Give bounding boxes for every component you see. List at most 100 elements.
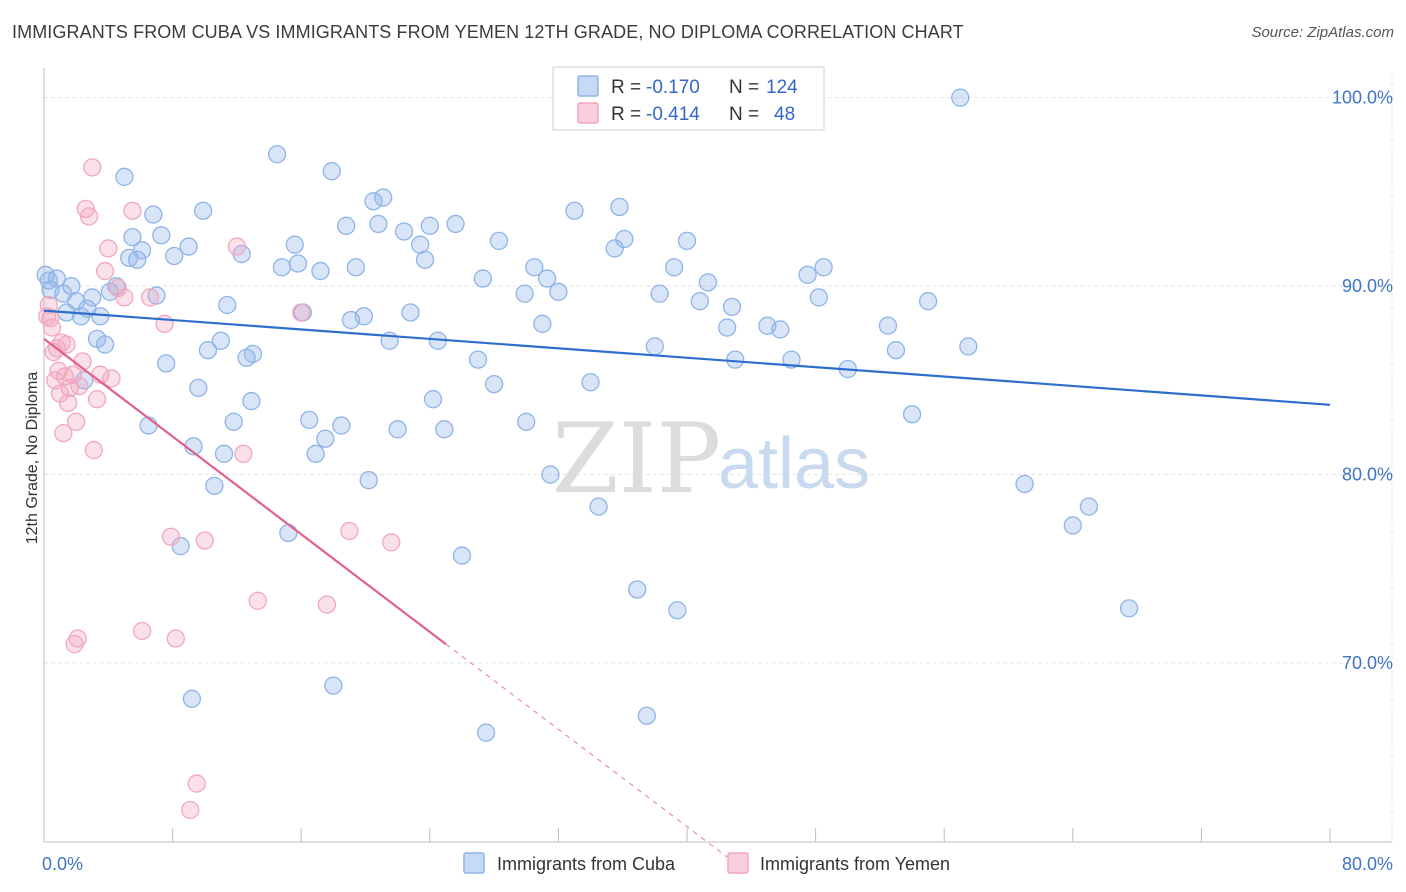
cuba-point xyxy=(452,546,472,565)
cuba-point xyxy=(664,258,684,277)
trend-lines xyxy=(43,309,1331,858)
legend-swatch-cuba xyxy=(577,75,599,97)
cuba-point xyxy=(420,216,439,235)
y-tick-label: 90.0% xyxy=(1342,276,1393,296)
cuba-point xyxy=(411,235,430,254)
cuba-point xyxy=(718,318,737,337)
cuba-point xyxy=(267,145,287,164)
yemen-point xyxy=(115,288,134,307)
correlation-legend: R = -0.170 N = 124 R = -0.414 N = 48 xyxy=(552,66,825,131)
cuba-point xyxy=(798,265,817,284)
cuba-point xyxy=(272,258,292,277)
cuba-point xyxy=(677,231,697,251)
yemen-point xyxy=(108,278,128,298)
cuba-point xyxy=(189,378,208,398)
yemen-point xyxy=(292,303,311,322)
cuba-point xyxy=(615,229,634,249)
cuba-point xyxy=(515,284,534,303)
cuba-point xyxy=(359,471,378,490)
cuba-point xyxy=(1015,474,1034,494)
cuba-point xyxy=(698,273,718,292)
cuba-point xyxy=(157,354,176,373)
yemen-point xyxy=(87,390,107,409)
yemen-point xyxy=(140,288,160,307)
series-legend-swatch-cuba xyxy=(463,852,485,874)
cuba-point xyxy=(288,254,308,273)
cuba-point xyxy=(484,374,504,394)
cuba-point xyxy=(517,412,536,431)
cuba-point xyxy=(902,405,922,424)
cuba-point xyxy=(690,292,710,311)
cuba-point xyxy=(951,88,970,107)
cuba-point xyxy=(401,303,420,322)
x-tick-label: 0.0% xyxy=(42,854,83,874)
yemen-point xyxy=(68,629,87,648)
cuba-point xyxy=(211,331,230,350)
series-legend-label-yemen: Immigrants from Yemen xyxy=(760,854,950,874)
yemen-point xyxy=(195,531,214,550)
yemen-point xyxy=(227,237,247,256)
yemen-point xyxy=(58,393,78,413)
cuba-point xyxy=(435,420,454,439)
cuba-point xyxy=(668,601,687,620)
legend-r-value-yemen: -0.414 xyxy=(646,104,700,125)
cuba-point xyxy=(1063,516,1082,535)
yemen-trend-extension xyxy=(445,643,728,858)
cuba-point xyxy=(171,537,190,556)
cuba-point xyxy=(468,350,488,369)
yemen-point xyxy=(155,314,174,333)
yemen-point xyxy=(382,533,401,552)
cuba-point xyxy=(628,580,647,599)
yemen-point xyxy=(102,369,121,388)
yemen-point xyxy=(340,521,359,541)
cuba-point xyxy=(214,444,234,463)
source-label: Source: ZipAtlas.com xyxy=(1251,24,1394,41)
yemen-point xyxy=(84,440,103,460)
series-legend-swatch-yemen xyxy=(727,852,749,874)
cuba-point xyxy=(525,258,544,277)
yemen-point xyxy=(41,309,60,328)
cuba-point xyxy=(878,316,898,335)
cuba-point xyxy=(242,391,261,411)
series-legend-label-cuba: Immigrants from Cuba xyxy=(497,854,676,874)
legend-n-value-cuba: 124 xyxy=(766,77,798,98)
cuba-point xyxy=(814,258,833,277)
y-tick-label: 70.0% xyxy=(1342,653,1393,673)
cuba-point xyxy=(75,371,94,390)
watermark: ZIP atlas xyxy=(552,403,870,515)
cuba-point xyxy=(147,286,166,305)
legend-n-label-cuba: N = xyxy=(729,77,759,98)
cuba-point xyxy=(95,335,115,354)
cuba-point xyxy=(610,197,629,217)
cuba-point xyxy=(533,314,552,333)
cuba-point xyxy=(144,205,163,224)
data-points xyxy=(36,88,1139,820)
cuba-point xyxy=(537,269,557,288)
cuba-point xyxy=(489,231,509,251)
cuba-point xyxy=(549,282,568,301)
cuba-point xyxy=(182,689,202,708)
cuba-point xyxy=(152,226,171,245)
cuba-point xyxy=(316,429,335,448)
cuba-point xyxy=(193,201,213,220)
cuba-point xyxy=(1079,497,1099,516)
y-axis-label: 12th Grade, No Diploma xyxy=(24,372,41,545)
cuba-point xyxy=(62,276,81,296)
cuba-point xyxy=(306,444,325,463)
cuba-point xyxy=(83,288,102,307)
cuba-point xyxy=(726,350,745,369)
cuba-point xyxy=(123,227,142,247)
yemen-point xyxy=(79,207,99,226)
legend-r-label-cuba: R = xyxy=(611,77,641,98)
cuba-point xyxy=(128,250,147,269)
cuba-point xyxy=(722,297,742,316)
watermark-zip: ZIP xyxy=(552,403,721,515)
cuba-point xyxy=(218,295,237,315)
cuba-point xyxy=(771,320,790,339)
yemen-point xyxy=(70,376,89,396)
cuba-point xyxy=(423,390,443,409)
cuba-point xyxy=(322,162,341,181)
series-legend: Immigrants from Cuba Immigrants from Yem… xyxy=(463,852,950,874)
cuba-point xyxy=(959,337,978,356)
